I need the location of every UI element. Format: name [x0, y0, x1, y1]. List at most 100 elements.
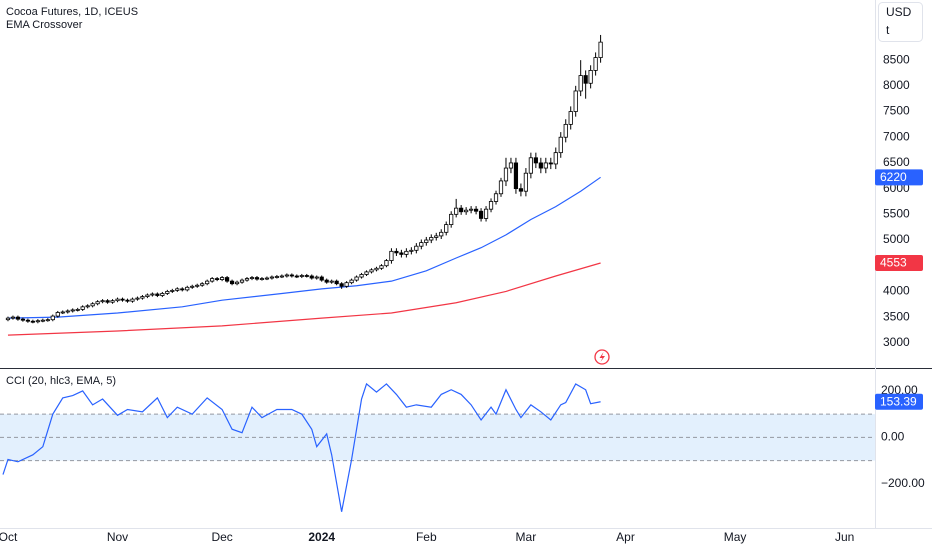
candle-body	[424, 239, 429, 243]
candle-body	[493, 193, 499, 202]
candle-body	[80, 306, 85, 310]
candle-body	[155, 293, 160, 296]
candle-body	[528, 157, 533, 174]
candle-body	[389, 250, 394, 261]
candle-body	[573, 90, 578, 112]
candle-body	[319, 276, 324, 281]
candle-body	[20, 318, 26, 321]
candle-body	[454, 207, 459, 215]
candle-body	[95, 301, 100, 305]
candle-body	[459, 207, 464, 213]
candle-body	[473, 208, 479, 212]
candle-body	[55, 312, 60, 317]
candle-body	[518, 188, 524, 192]
candle-body	[464, 209, 469, 213]
candle-body	[229, 280, 235, 285]
candle-body	[284, 274, 289, 277]
candle-body	[523, 172, 528, 192]
candle-body	[65, 310, 70, 313]
x-tick-label: May	[724, 530, 747, 544]
candle-body	[339, 283, 344, 287]
x-tick-label: Mar	[516, 530, 537, 544]
events-icon[interactable]	[594, 349, 610, 365]
y-tick-label: 3500	[883, 309, 910, 323]
candle-body	[583, 75, 588, 84]
candle-body	[205, 280, 210, 285]
candle-body	[160, 293, 165, 296]
candle-body	[354, 276, 359, 281]
candle-body	[384, 260, 389, 267]
candle-body	[145, 294, 150, 297]
candle-body	[220, 277, 225, 280]
candle-body	[578, 75, 583, 92]
candle-body	[289, 274, 294, 277]
x-tick-label: Apr	[616, 530, 635, 544]
candle-body	[35, 320, 40, 323]
candle-body	[344, 282, 349, 287]
candle-body	[538, 162, 543, 169]
candle-body	[409, 249, 414, 252]
y-tick-label: 200.00	[881, 383, 918, 397]
candle-body	[294, 275, 299, 278]
candle-body	[374, 267, 379, 271]
candle-body	[254, 277, 260, 280]
candle-body	[30, 320, 35, 323]
candle-body	[349, 279, 354, 284]
candle-body	[329, 280, 334, 283]
candle-body	[399, 252, 404, 255]
candle-body	[478, 210, 484, 219]
y-tick-label: 3000	[883, 335, 910, 349]
candle-body	[394, 250, 399, 254]
candle-body	[434, 235, 439, 238]
candle-body	[120, 298, 125, 301]
candle-body	[150, 293, 155, 296]
plot-layer	[2, 34, 603, 512]
cci-line	[2, 382, 601, 512]
currency-box[interactable]	[878, 2, 923, 42]
candle-body	[50, 315, 55, 321]
candle-body	[40, 319, 45, 322]
candle-body	[224, 277, 230, 282]
candle-body	[508, 162, 514, 169]
y-tick-label: 7500	[883, 104, 910, 118]
x-tick-label: Nov	[107, 530, 128, 544]
candle-body	[70, 309, 75, 312]
candle-body	[449, 213, 454, 226]
price-badge	[875, 169, 923, 186]
candle-body	[75, 309, 80, 311]
candle-body	[444, 224, 449, 233]
candle-body	[90, 303, 95, 307]
price-badge	[875, 254, 923, 271]
candle-body	[598, 41, 603, 58]
indicator-title: EMA Crossover	[6, 19, 83, 31]
chart-title: Cocoa Futures, 1D, ICEUS	[6, 6, 138, 18]
candle-body	[364, 271, 369, 275]
candle-body	[264, 277, 270, 280]
candle-body	[175, 288, 180, 291]
candle-body	[125, 299, 130, 302]
y-tick-label: 7000	[883, 129, 910, 143]
candle-body	[404, 250, 409, 255]
x-tick-label: 2024	[308, 530, 335, 544]
candle-body	[130, 298, 135, 302]
candle-body	[299, 275, 304, 277]
candle-body	[309, 275, 314, 279]
x-tick-label: Oct	[0, 530, 18, 544]
y-tick-label: 4000	[883, 284, 910, 298]
y-tick-label: 5000	[883, 232, 910, 246]
price-badge-label: 153.39	[880, 394, 917, 408]
candle-body	[469, 208, 474, 211]
candle-body	[210, 278, 215, 282]
candle-body	[110, 300, 115, 303]
x-tick-label: Jun	[835, 530, 854, 544]
candle-body	[279, 275, 284, 278]
candle-body	[439, 231, 444, 237]
candle-body	[553, 152, 558, 165]
x-tick-label: Dec	[211, 530, 232, 544]
candle-body	[563, 123, 568, 138]
candle-body	[15, 316, 21, 320]
candle-body	[244, 278, 250, 281]
candle-body	[558, 136, 563, 154]
candle-body	[593, 57, 598, 71]
